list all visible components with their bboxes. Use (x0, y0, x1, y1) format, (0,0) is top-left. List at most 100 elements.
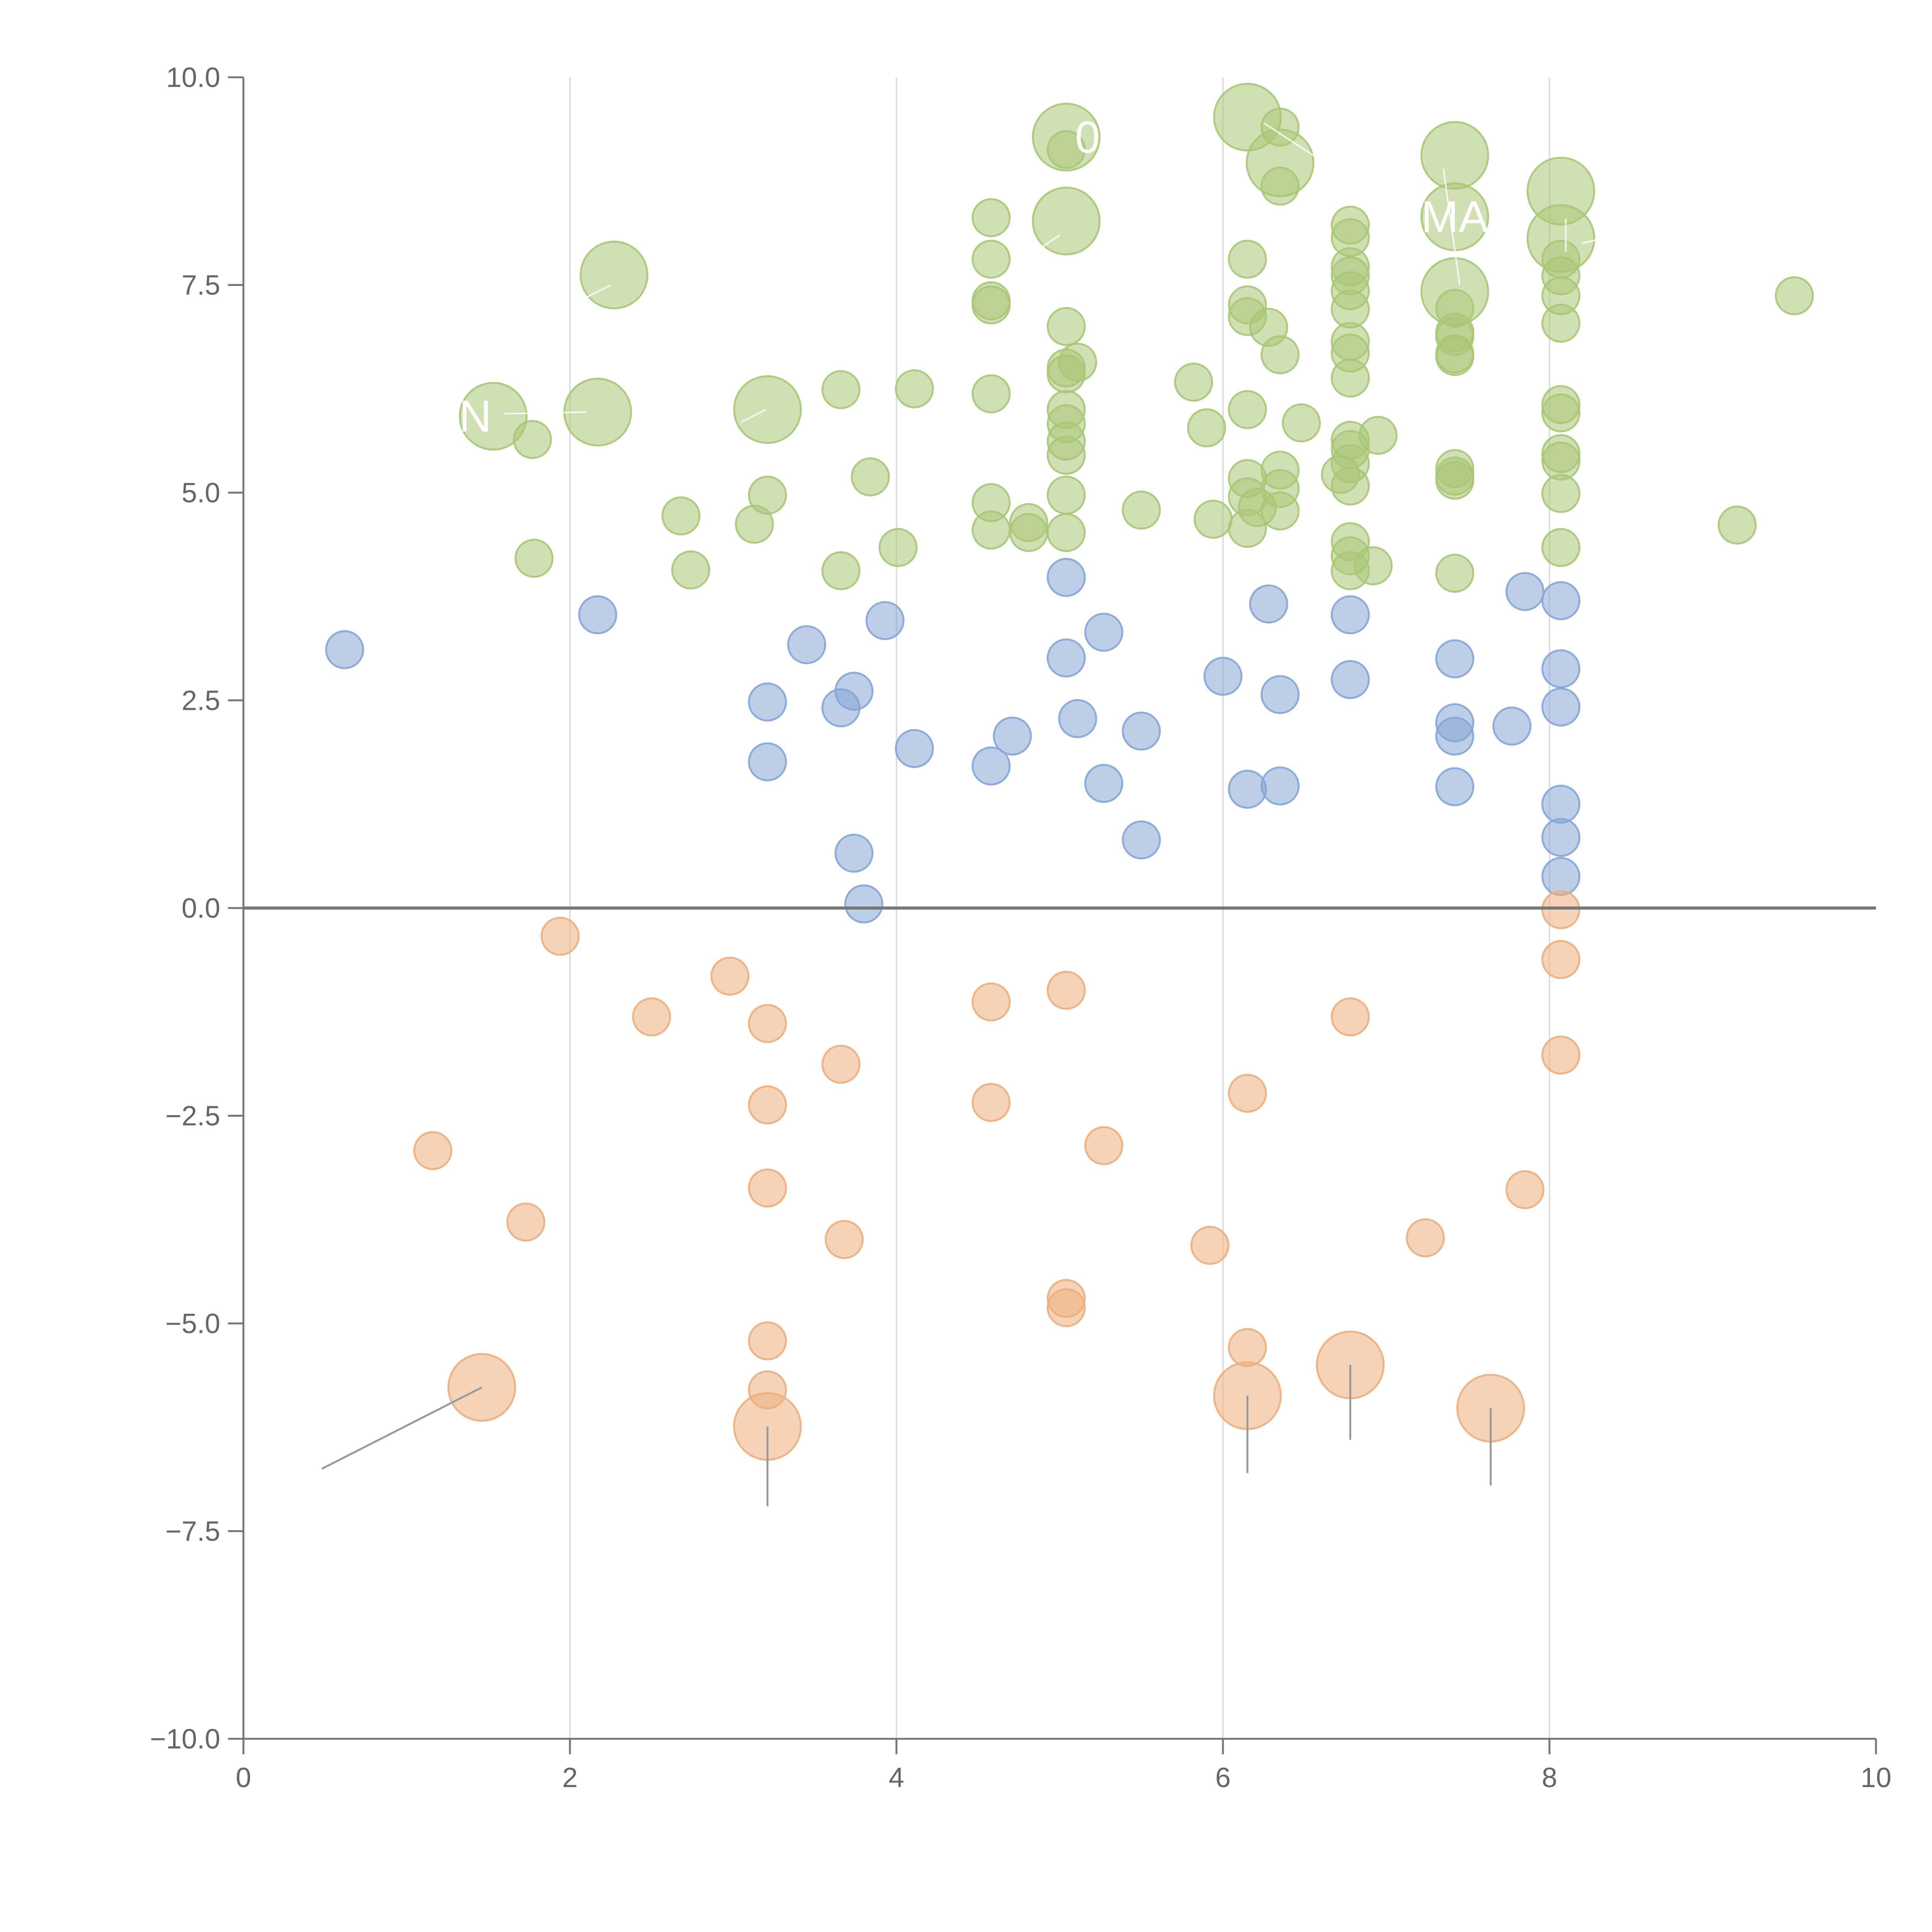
data-point (1541, 303, 1581, 343)
data-point (844, 884, 883, 923)
leader-line (504, 411, 587, 415)
leader-line (1263, 122, 1321, 161)
data-point (1058, 699, 1097, 738)
leader-line (321, 1386, 482, 1470)
data-point (1046, 130, 1086, 169)
data-point (1282, 403, 1321, 442)
data-point (834, 672, 874, 711)
data-point (1122, 490, 1161, 530)
data-point (1084, 1126, 1124, 1165)
data-point (971, 746, 1011, 786)
data-point (993, 716, 1032, 756)
y-tick-label: −5.0 (165, 1308, 220, 1339)
data-point (733, 375, 802, 444)
data-point (878, 528, 918, 567)
data-point (1331, 595, 1370, 634)
data-point (578, 595, 617, 634)
data-point (541, 917, 580, 956)
y-tick-label: 10.0 (166, 62, 220, 93)
data-point (632, 997, 671, 1037)
data-point (1354, 546, 1393, 585)
data-point (1228, 1073, 1267, 1113)
data-point (1249, 584, 1288, 624)
y-tick-label: 2.5 (182, 685, 220, 716)
data-point (671, 550, 711, 590)
x-tick-label: 0 (236, 1762, 251, 1793)
data-point (821, 1044, 861, 1084)
data-point (971, 374, 1011, 413)
leader-line (1442, 168, 1461, 285)
data-point (1009, 513, 1048, 552)
data-point (1435, 461, 1475, 500)
data-point (1541, 818, 1581, 857)
data-point (1541, 581, 1581, 620)
y-tick-label: 5.0 (182, 478, 220, 509)
data-point (787, 625, 827, 664)
leader-line (578, 284, 611, 303)
point-label: 0 (1075, 112, 1100, 162)
data-point (1032, 187, 1101, 255)
data-point (971, 1083, 1011, 1122)
data-point (1541, 1036, 1581, 1075)
data-point (1228, 390, 1267, 429)
data-point (1122, 711, 1161, 751)
data-point (971, 510, 1011, 550)
x-tick-label: 4 (889, 1762, 904, 1793)
data-point (1541, 528, 1581, 567)
data-point (1541, 890, 1581, 929)
data-point (1541, 857, 1581, 896)
leader-line (1035, 234, 1060, 253)
y-tick-label: −10.0 (150, 1724, 220, 1755)
data-point (865, 601, 905, 640)
data-point (748, 1168, 787, 1208)
data-point (971, 198, 1011, 237)
data-point (1541, 393, 1581, 433)
data-point (413, 1131, 452, 1170)
data-point (1331, 358, 1370, 398)
data-point (1046, 513, 1086, 552)
data-point (1435, 639, 1475, 679)
data-point (1190, 1226, 1230, 1265)
data-point (580, 240, 648, 310)
leader-lines (321, 122, 1615, 1506)
x-tick-label: 2 (562, 1762, 578, 1793)
data-point (1541, 474, 1581, 513)
y-tick-label: 0.0 (182, 893, 220, 924)
data-point (1492, 706, 1532, 746)
data-point (1541, 784, 1581, 824)
data-point (1321, 455, 1360, 494)
data-point (825, 1220, 864, 1259)
data-point (325, 630, 364, 669)
data-point (748, 1321, 787, 1361)
data-point (1435, 716, 1475, 756)
data-point (1187, 408, 1226, 447)
data-point (971, 240, 1011, 279)
data-point (514, 539, 554, 578)
data-point (748, 682, 787, 722)
data-point (1046, 475, 1086, 515)
data-point (1260, 766, 1300, 806)
data-point (1435, 337, 1475, 376)
data-point (748, 742, 787, 782)
data-point (1194, 500, 1233, 539)
data-point (821, 551, 861, 590)
data-point (1046, 307, 1086, 346)
data-point (834, 833, 874, 873)
data-point (895, 369, 934, 408)
data-point (748, 1004, 787, 1043)
point-label: N (459, 391, 492, 441)
data-point (1174, 362, 1213, 402)
data-point (1058, 342, 1097, 382)
x-tick-label: 8 (1542, 1762, 1557, 1793)
data-point (1046, 558, 1086, 597)
data-point (710, 956, 750, 996)
data-point (1505, 1170, 1545, 1209)
data-point (971, 982, 1011, 1022)
data-point (1084, 764, 1124, 803)
data-point (1228, 1328, 1267, 1367)
data-point (1046, 435, 1086, 475)
data-point (1435, 767, 1475, 806)
data-point (1331, 660, 1370, 699)
data-point (661, 496, 701, 536)
